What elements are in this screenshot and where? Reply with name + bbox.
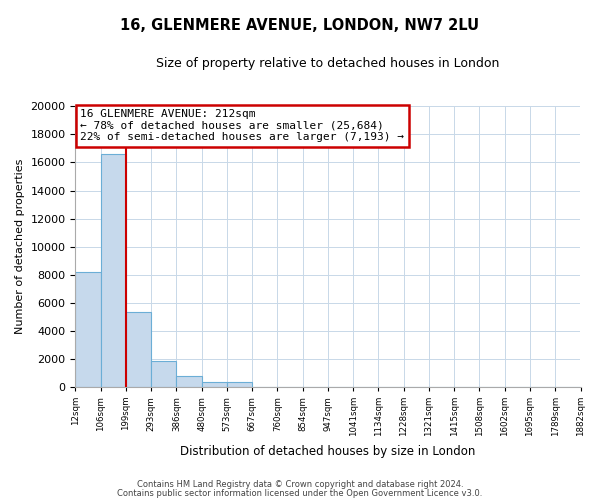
Bar [176,376,202,387]
X-axis label: Distribution of detached houses by size in London: Distribution of detached houses by size … [180,444,476,458]
Y-axis label: Number of detached properties: Number of detached properties [15,159,25,334]
Text: 16, GLENMERE AVENUE, LONDON, NW7 2LU: 16, GLENMERE AVENUE, LONDON, NW7 2LU [121,18,479,32]
Bar [202,382,227,387]
Bar [151,361,176,387]
Title: Size of property relative to detached houses in London: Size of property relative to detached ho… [156,58,500,70]
Bar [76,272,101,387]
Text: Contains public sector information licensed under the Open Government Licence v3: Contains public sector information licen… [118,488,482,498]
Bar [101,154,126,387]
Text: Contains HM Land Registry data © Crown copyright and database right 2024.: Contains HM Land Registry data © Crown c… [137,480,463,489]
Bar [126,312,151,387]
Text: 16 GLENMERE AVENUE: 212sqm
← 78% of detached houses are smaller (25,684)
22% of : 16 GLENMERE AVENUE: 212sqm ← 78% of deta… [80,109,404,142]
Bar [227,382,252,387]
